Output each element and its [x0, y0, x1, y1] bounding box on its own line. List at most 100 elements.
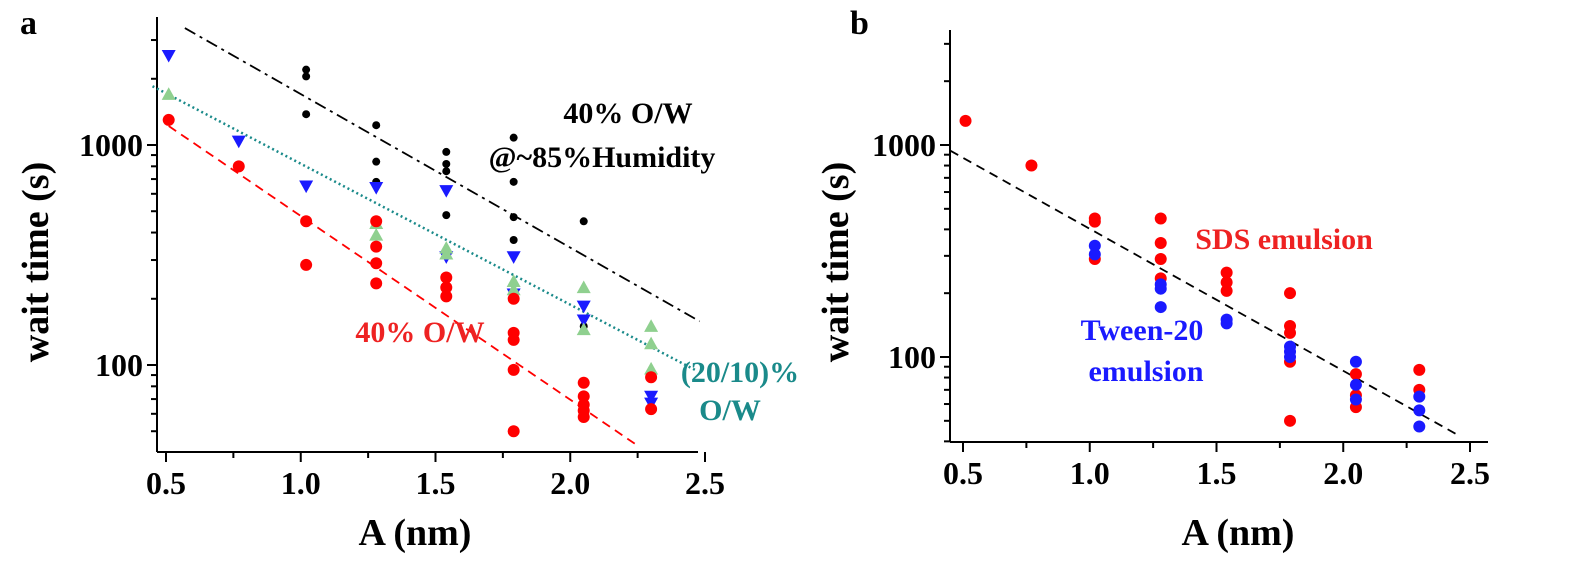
- annotation-tween-line1: Tween-20: [1081, 314, 1204, 347]
- data-point: [1025, 159, 1038, 172]
- data-point: [644, 361, 659, 375]
- annotation-tween-line2: emulsion: [1088, 355, 1203, 388]
- data-point: [231, 135, 246, 149]
- data-point: [442, 147, 451, 156]
- panel-a: a 0.5 1.0 1.5 2.0 2.5 100 1000 A (nm) wait tim…: [15, 5, 799, 554]
- data-point: [1349, 378, 1362, 391]
- data-point: [440, 281, 453, 294]
- annotation-humidity-line1: 40% O/W: [563, 97, 692, 130]
- data-point: [644, 319, 659, 332]
- data-point: [1154, 301, 1167, 314]
- data-point: [509, 133, 518, 142]
- data-point: [1154, 212, 1167, 225]
- data-point: [1284, 326, 1297, 339]
- panel-a-y-axis-label: wait time (s): [15, 162, 57, 362]
- data-point: [1220, 284, 1233, 297]
- data-point: [576, 300, 591, 314]
- annotation-20-10-ow-line2: O/W: [699, 394, 761, 427]
- fit-line: [168, 125, 639, 447]
- data-point: [576, 314, 591, 328]
- data-point: [161, 49, 176, 63]
- data-point: [644, 390, 659, 404]
- x-tick-label: 2.0: [550, 465, 590, 501]
- annotation-sds-emulsion: SDS emulsion: [1195, 223, 1373, 256]
- data-point: [302, 110, 311, 119]
- data-point: [1154, 282, 1167, 295]
- data-point: [645, 403, 658, 416]
- data-point: [507, 363, 520, 376]
- panel-b: b 0.5 1.0 1.5 2.0 2.5 100 1000 A (nm) wait tim…: [815, 5, 1490, 554]
- panel-a-points: [161, 49, 659, 438]
- data-point: [1349, 393, 1362, 406]
- data-point: [576, 322, 591, 336]
- x-tick-label: 0.5: [146, 465, 186, 501]
- data-point: [369, 182, 384, 195]
- fit-line: [184, 27, 701, 323]
- data-point: [1154, 252, 1167, 265]
- x-tick-label: 2.0: [1323, 455, 1363, 491]
- data-point: [506, 251, 521, 264]
- panel-a-x-axis-label: A (nm): [359, 512, 472, 554]
- data-point: [442, 167, 451, 176]
- data-point: [439, 185, 454, 198]
- data-point: [370, 240, 383, 253]
- x-tick-label: 1.5: [1197, 455, 1237, 491]
- fit-line: [151, 85, 698, 373]
- data-point: [959, 114, 972, 127]
- data-point: [1284, 287, 1297, 300]
- data-point: [1413, 404, 1426, 417]
- data-point: [442, 159, 451, 168]
- data-point: [439, 246, 454, 260]
- data-point: [232, 160, 245, 173]
- panel-b-y-axis-label: wait time (s): [815, 162, 857, 362]
- data-point: [1284, 414, 1297, 427]
- data-point: [579, 217, 588, 226]
- x-tick-label: 1.0: [1070, 455, 1110, 491]
- data-point: [1220, 266, 1233, 279]
- panel-b-tick-labels: 0.5 1.0 1.5 2.0 2.5 100 1000: [872, 127, 1490, 491]
- y-tick-label: 100: [888, 339, 936, 375]
- y-tick-label: 1000: [79, 127, 143, 163]
- data-point: [509, 213, 518, 222]
- data-point: [506, 282, 521, 296]
- data-point: [645, 371, 658, 384]
- data-point: [302, 72, 311, 81]
- data-point: [370, 257, 383, 270]
- data-point: [1088, 215, 1101, 228]
- panel-a-fit-lines: [151, 27, 701, 447]
- data-point: [507, 333, 520, 346]
- data-point: [369, 227, 384, 241]
- data-point: [1349, 355, 1362, 368]
- panel-a-axes: [147, 17, 706, 462]
- data-point: [577, 390, 590, 403]
- annotation-humidity-line2: @~85%Humidity: [489, 141, 716, 174]
- data-point: [440, 290, 453, 303]
- data-point: [1413, 420, 1426, 433]
- data-point: [509, 235, 518, 244]
- data-point: [1088, 248, 1101, 261]
- panel-a-label: a: [20, 5, 37, 42]
- data-point: [1413, 363, 1426, 376]
- y-tick-label: 100: [95, 347, 143, 383]
- panel-b-label: b: [850, 5, 869, 42]
- y-tick-label: 1000: [872, 127, 936, 163]
- data-point: [161, 87, 176, 100]
- data-point: [372, 121, 381, 130]
- x-tick-label: 1.5: [416, 465, 456, 501]
- panel-a-tick-labels: 0.5 1.0 1.5 2.0 2.5 100 1000: [79, 127, 725, 501]
- data-point: [299, 180, 314, 194]
- x-tick-label: 2.5: [685, 465, 725, 501]
- data-point: [370, 215, 383, 228]
- data-point: [300, 215, 313, 228]
- data-point: [372, 157, 381, 166]
- panel-b-points: [959, 114, 1426, 433]
- data-point: [577, 376, 590, 389]
- x-tick-label: 0.5: [943, 455, 983, 491]
- data-point: [1220, 276, 1233, 289]
- annotation-40-ow: 40% O/W: [355, 316, 484, 349]
- x-tick-label: 1.0: [281, 465, 321, 501]
- data-point: [162, 113, 175, 126]
- data-point: [1284, 351, 1297, 363]
- data-point: [1413, 390, 1426, 403]
